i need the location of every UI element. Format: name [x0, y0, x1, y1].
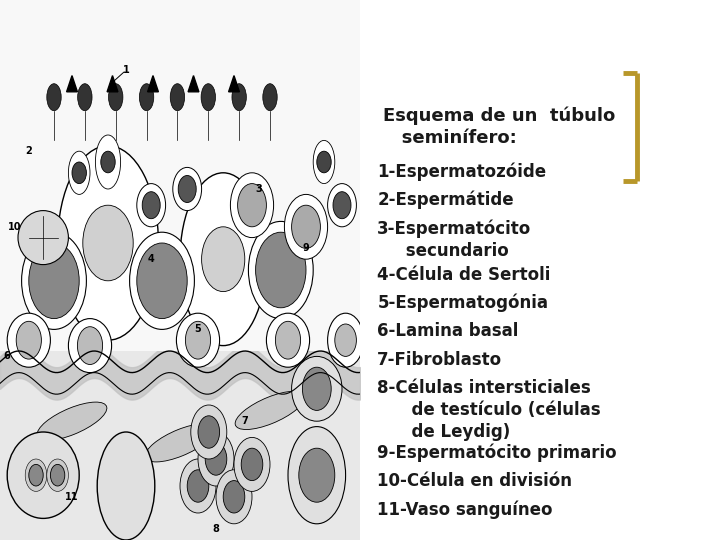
Ellipse shape: [328, 313, 364, 367]
Circle shape: [101, 151, 115, 173]
Text: 4-Célula de Sertoli: 4-Célula de Sertoli: [377, 266, 551, 284]
Ellipse shape: [313, 140, 335, 184]
Text: Esquema de un  túbulo
   seminífero:: Esquema de un túbulo seminífero:: [383, 106, 615, 147]
Ellipse shape: [176, 313, 220, 367]
Ellipse shape: [328, 184, 356, 227]
Text: 6-Lamina basal: 6-Lamina basal: [377, 322, 518, 340]
Polygon shape: [229, 76, 239, 92]
Text: 8-Células intersticiales
      de testículo (células
      de Leydig): 8-Células intersticiales de testículo (c…: [377, 379, 601, 441]
Text: 1: 1: [122, 65, 130, 75]
Ellipse shape: [47, 84, 61, 111]
Circle shape: [317, 151, 331, 173]
Circle shape: [72, 162, 86, 184]
Text: 10-Célula en división: 10-Célula en división: [377, 472, 572, 490]
Ellipse shape: [145, 424, 215, 462]
Ellipse shape: [232, 84, 246, 111]
Circle shape: [302, 367, 331, 410]
Circle shape: [241, 448, 263, 481]
Ellipse shape: [234, 437, 270, 491]
Circle shape: [83, 205, 133, 281]
Polygon shape: [148, 76, 158, 92]
Circle shape: [50, 464, 65, 486]
Ellipse shape: [18, 211, 68, 265]
Ellipse shape: [263, 84, 277, 111]
Circle shape: [17, 321, 42, 359]
Ellipse shape: [198, 432, 234, 486]
Ellipse shape: [137, 184, 166, 227]
Text: 3-Espermatócito
     secundario: 3-Espermatócito secundario: [377, 219, 531, 260]
Ellipse shape: [68, 151, 90, 194]
Ellipse shape: [235, 392, 305, 429]
Text: 5: 5: [194, 325, 202, 334]
Circle shape: [187, 470, 209, 502]
Text: 3: 3: [256, 184, 263, 194]
Circle shape: [29, 243, 79, 319]
Ellipse shape: [201, 84, 215, 111]
Ellipse shape: [78, 84, 92, 111]
Circle shape: [143, 192, 161, 219]
Ellipse shape: [7, 313, 50, 367]
Polygon shape: [67, 76, 78, 92]
Ellipse shape: [191, 405, 227, 459]
Circle shape: [202, 227, 245, 292]
Ellipse shape: [288, 427, 346, 524]
Text: 10: 10: [8, 222, 21, 232]
Circle shape: [205, 443, 227, 475]
Circle shape: [186, 321, 210, 359]
Ellipse shape: [170, 84, 184, 111]
Circle shape: [198, 416, 220, 448]
Ellipse shape: [266, 313, 310, 367]
Text: 8: 8: [212, 524, 220, 534]
Text: 6: 6: [4, 352, 11, 361]
Circle shape: [29, 464, 43, 486]
Ellipse shape: [248, 221, 313, 319]
Circle shape: [179, 176, 196, 202]
Ellipse shape: [22, 232, 86, 329]
Text: 4: 4: [148, 254, 155, 264]
Text: 9: 9: [302, 244, 310, 253]
Ellipse shape: [68, 319, 112, 373]
Text: 2: 2: [25, 146, 32, 156]
Text: 5-Espermatogónia: 5-Espermatogónia: [377, 294, 549, 313]
Text: 1-Espermatozóide: 1-Espermatozóide: [377, 163, 546, 181]
Circle shape: [238, 184, 266, 227]
Circle shape: [78, 327, 102, 364]
Ellipse shape: [140, 84, 154, 111]
Circle shape: [256, 232, 306, 308]
Text: 7: 7: [241, 416, 248, 426]
Circle shape: [223, 481, 245, 513]
Ellipse shape: [95, 135, 121, 189]
Ellipse shape: [180, 173, 266, 346]
Text: 11: 11: [66, 492, 78, 502]
Circle shape: [137, 243, 187, 319]
Circle shape: [275, 321, 301, 359]
Text: 2-Espermátide: 2-Espermátide: [377, 191, 514, 210]
Circle shape: [292, 205, 320, 248]
Ellipse shape: [130, 232, 194, 329]
Ellipse shape: [284, 194, 328, 259]
Ellipse shape: [180, 459, 216, 513]
Polygon shape: [107, 76, 118, 92]
Ellipse shape: [97, 432, 155, 540]
Ellipse shape: [25, 459, 47, 491]
Ellipse shape: [216, 470, 252, 524]
Text: 7-Fibroblasto: 7-Fibroblasto: [377, 350, 503, 368]
Circle shape: [333, 192, 351, 219]
FancyBboxPatch shape: [0, 351, 360, 540]
Ellipse shape: [173, 167, 202, 211]
Ellipse shape: [37, 402, 107, 440]
Circle shape: [299, 448, 335, 502]
Ellipse shape: [109, 84, 123, 111]
Text: 11-Vaso sanguíneo: 11-Vaso sanguíneo: [377, 501, 553, 519]
Ellipse shape: [58, 146, 158, 340]
Polygon shape: [188, 76, 199, 92]
Ellipse shape: [230, 173, 274, 238]
Text: 9-Espermatócito primario: 9-Espermatócito primario: [377, 444, 617, 462]
Ellipse shape: [47, 459, 68, 491]
Ellipse shape: [7, 432, 79, 518]
FancyBboxPatch shape: [0, 0, 360, 351]
Circle shape: [335, 324, 356, 356]
Ellipse shape: [292, 356, 342, 421]
